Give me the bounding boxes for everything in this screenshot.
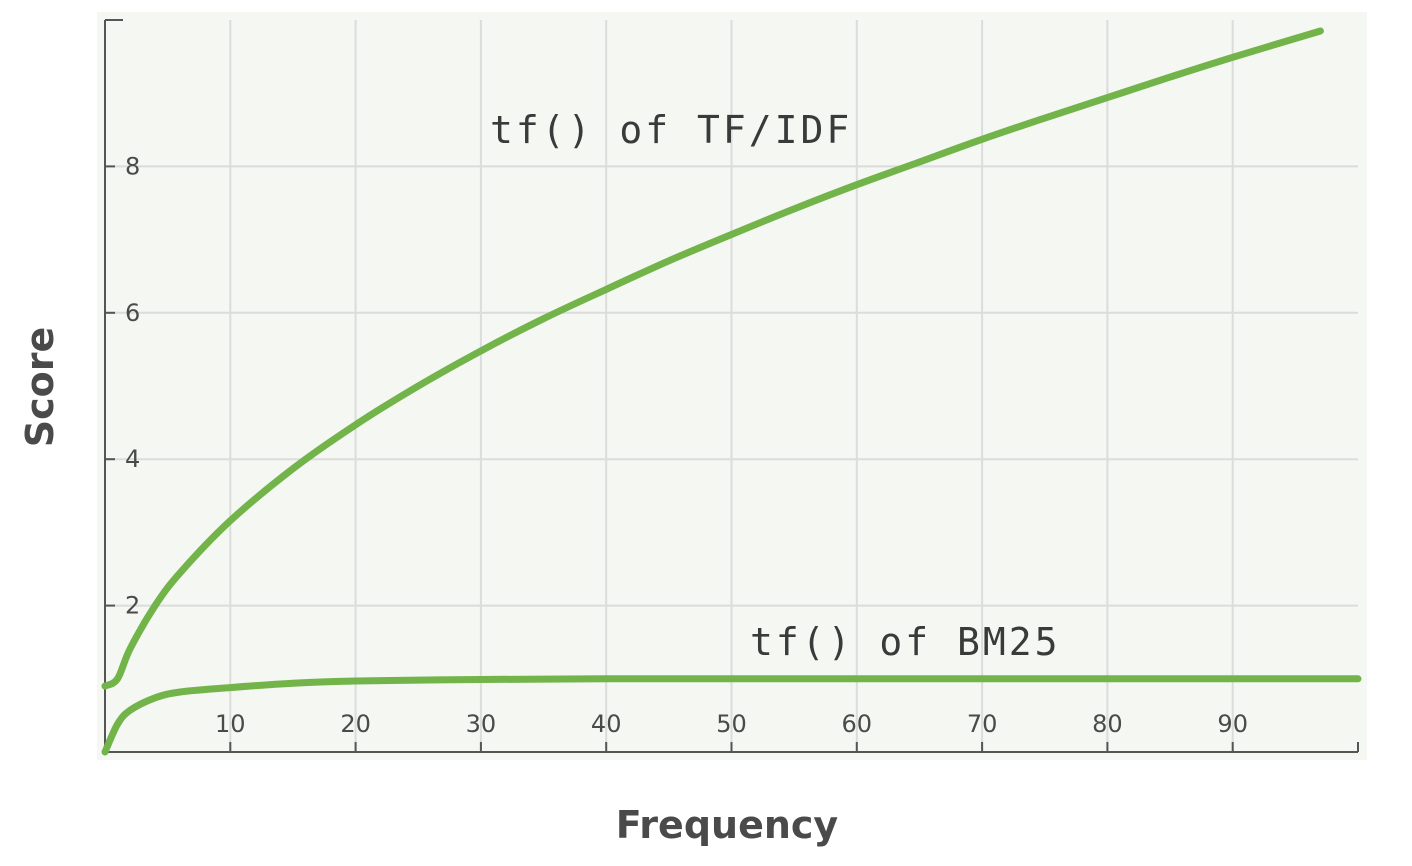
- y-tick-label: 6: [125, 299, 140, 327]
- series-label-bm25: tf() of BM25: [750, 620, 1061, 664]
- x-tick-label: 70: [967, 710, 998, 738]
- x-tick-label: 40: [591, 710, 622, 738]
- x-tick-label: 60: [842, 710, 873, 738]
- x-tick-label: 90: [1217, 710, 1248, 738]
- ticks: 10 20 30 40 50 60 70 80 90 2 4 6 8: [105, 152, 1248, 752]
- x-tick-label: 10: [215, 710, 246, 738]
- x-tick-label: 50: [716, 710, 747, 738]
- series-group: [101, 27, 1362, 756]
- y-tick-label: 2: [125, 592, 140, 620]
- grid: [105, 20, 1358, 752]
- series-line-bm25: [101, 675, 1362, 756]
- x-axis-title: Frequency: [616, 803, 839, 847]
- x-tick-label: 20: [340, 710, 371, 738]
- y-tick-label: 4: [125, 445, 140, 473]
- x-tick-label: 80: [1092, 710, 1123, 738]
- series-label-tfidf: tf() of TF/IDF: [490, 108, 852, 152]
- series-line-tfidf: [101, 27, 1324, 690]
- y-axis-title: Score: [18, 327, 62, 448]
- x-tick-label: 30: [466, 710, 497, 738]
- y-tick-label: 8: [125, 152, 140, 180]
